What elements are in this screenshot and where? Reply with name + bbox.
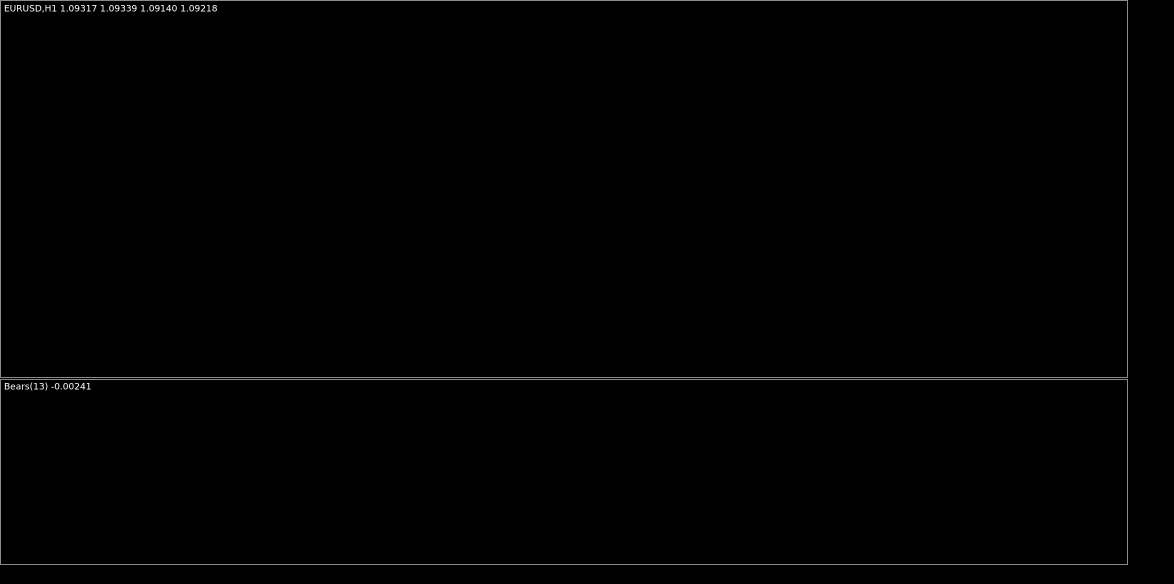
chart-title: EURUSD,H1 1.09317 1.09339 1.09140 1.0921… — [4, 5, 218, 15]
indicator-title: Bears(13) -0.00241 — [4, 383, 91, 393]
indicator-pane-border — [0, 379, 1128, 565]
main-pane-border — [0, 0, 1128, 378]
